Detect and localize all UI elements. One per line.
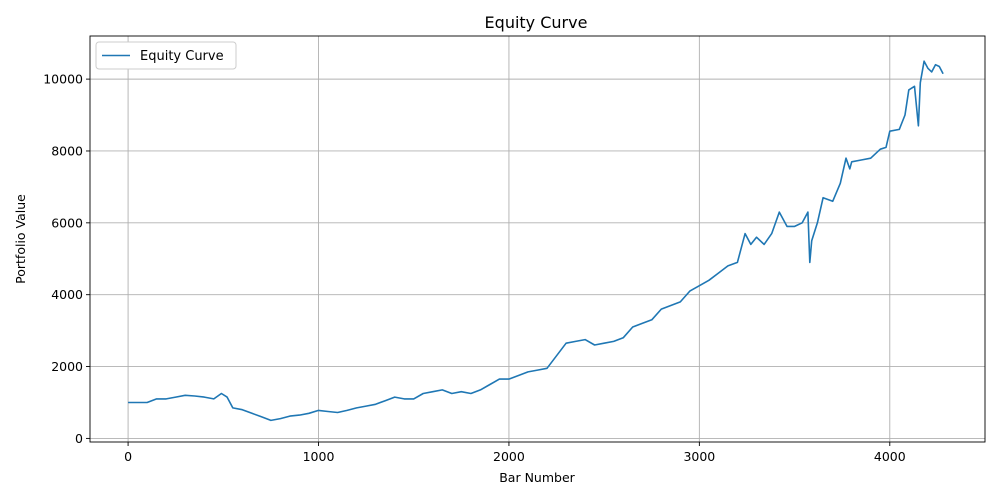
y-tick-label: 2000 [51, 359, 83, 374]
x-tick-label: 3000 [683, 449, 715, 464]
x-tick-label: 0 [124, 449, 132, 464]
y-tick-label: 8000 [51, 143, 83, 158]
x-tick-label: 4000 [874, 449, 906, 464]
x-tick-label: 2000 [493, 449, 525, 464]
axis-ticks: 0 1000 2000 3000 4000 0 2000 4000 6000 8000 10000 [43, 72, 906, 464]
x-axis-label: Bar Number [499, 470, 575, 485]
series-layer [128, 60, 944, 422]
y-tick-label: 4000 [51, 287, 83, 302]
legend: Equity Curve [95, 41, 237, 70]
legend-box [95, 41, 237, 70]
y-tick-label: 6000 [51, 215, 83, 230]
grid-lines [90, 36, 985, 442]
chart-title: Equity Curve [485, 13, 588, 32]
series-line-equity-curve [128, 60, 944, 422]
x-tick-label: 1000 [303, 449, 335, 464]
y-tick-label: 0 [75, 431, 83, 446]
y-tick-label: 10000 [43, 72, 83, 87]
plot-frame [89, 35, 986, 443]
y-axis-label: Portfolio Value [13, 194, 28, 284]
legend-entry-equity-curve: Equity Curve [140, 49, 224, 64]
